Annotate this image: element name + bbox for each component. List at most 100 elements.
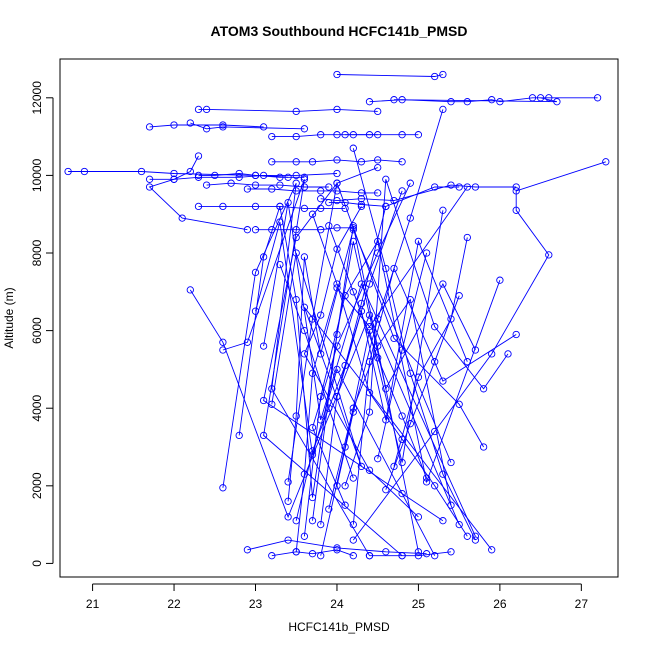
data-point xyxy=(219,338,227,346)
data-point xyxy=(292,517,300,525)
profile-25 xyxy=(251,218,439,560)
data-point xyxy=(268,185,276,193)
data-point xyxy=(398,489,406,498)
data-point xyxy=(243,338,252,346)
data-point xyxy=(243,226,252,234)
data-point xyxy=(317,311,325,319)
data-point xyxy=(545,94,553,102)
data-point xyxy=(374,189,382,197)
profile-50 xyxy=(390,233,471,471)
data-point xyxy=(431,552,439,560)
profile-line xyxy=(263,202,476,537)
data-point xyxy=(447,458,455,467)
data-point xyxy=(341,501,349,509)
profile-line xyxy=(198,173,305,178)
data-point xyxy=(202,105,211,114)
data-point xyxy=(292,179,300,187)
profile-line xyxy=(312,183,411,506)
profile-26 xyxy=(259,198,480,540)
profile-line xyxy=(271,549,354,557)
profile-line xyxy=(247,539,427,555)
data-point xyxy=(308,210,317,218)
data-point xyxy=(300,204,309,213)
data-point xyxy=(536,94,545,102)
profile-20 xyxy=(349,158,610,544)
profile-line xyxy=(287,228,452,502)
data-point xyxy=(268,158,276,166)
data-point xyxy=(308,517,317,525)
data-point xyxy=(414,552,423,560)
profile-line xyxy=(247,188,378,194)
profile-29 xyxy=(284,226,455,505)
data-point xyxy=(382,264,390,273)
data-point xyxy=(251,268,260,277)
data-point xyxy=(308,315,317,323)
profile-7 xyxy=(268,131,382,141)
data-point xyxy=(512,206,520,214)
profile-24 xyxy=(235,202,423,556)
data-point xyxy=(422,550,431,558)
data-point xyxy=(194,152,203,160)
profile-line xyxy=(312,214,468,537)
data-point xyxy=(349,536,357,544)
data-point xyxy=(382,385,390,393)
data-point xyxy=(227,179,235,187)
profile-line xyxy=(295,186,468,552)
profile-line xyxy=(344,179,509,486)
data-point xyxy=(259,253,268,261)
profile-line xyxy=(393,237,468,467)
data-profiles xyxy=(64,70,610,560)
x-tick-label: 27 xyxy=(575,597,589,611)
y-tick-label: 2000 xyxy=(30,472,44,499)
data-point xyxy=(235,173,243,181)
data-point xyxy=(382,175,390,183)
data-point xyxy=(406,369,414,377)
profile-14 xyxy=(243,185,382,197)
data-point xyxy=(292,548,300,556)
data-point xyxy=(308,158,317,166)
data-point xyxy=(276,202,284,211)
data-point xyxy=(374,107,382,116)
data-point xyxy=(349,226,357,234)
data-point xyxy=(333,544,341,552)
profile-line xyxy=(263,167,444,522)
data-point xyxy=(414,548,423,556)
data-point xyxy=(194,202,203,211)
data-point xyxy=(357,195,366,203)
data-point xyxy=(398,458,406,467)
data-point xyxy=(317,350,325,358)
data-point xyxy=(439,280,447,288)
data-point xyxy=(398,552,406,560)
chart-title: ATOM3 Southbound HCFC141b_PMSD xyxy=(211,23,468,39)
data-point xyxy=(357,158,366,166)
data-point xyxy=(219,202,227,211)
data-point xyxy=(276,173,284,181)
profile-line xyxy=(68,171,338,176)
data-point xyxy=(292,171,300,180)
profile-line xyxy=(377,252,428,459)
data-point xyxy=(194,105,203,114)
x-tick-label: 21 xyxy=(86,597,100,611)
profile-line xyxy=(149,124,264,128)
data-point xyxy=(243,185,252,193)
data-point xyxy=(455,183,463,191)
data-point xyxy=(333,156,341,164)
data-point xyxy=(284,198,292,207)
data-point xyxy=(414,131,423,139)
data-point xyxy=(439,105,447,114)
data-point xyxy=(178,214,186,222)
data-point xyxy=(447,181,455,189)
data-point xyxy=(300,470,309,478)
data-point xyxy=(341,482,349,490)
profile-5 xyxy=(145,121,268,131)
data-point xyxy=(243,546,252,554)
profile-line xyxy=(255,227,354,231)
profile-36 xyxy=(341,175,512,490)
data-point xyxy=(439,377,447,385)
x-axis-label: HCFC141b_PMSD xyxy=(288,620,390,634)
data-point xyxy=(471,183,480,191)
data-point xyxy=(349,520,357,529)
data-point xyxy=(488,546,496,554)
data-point xyxy=(333,392,341,401)
data-point xyxy=(357,299,366,308)
